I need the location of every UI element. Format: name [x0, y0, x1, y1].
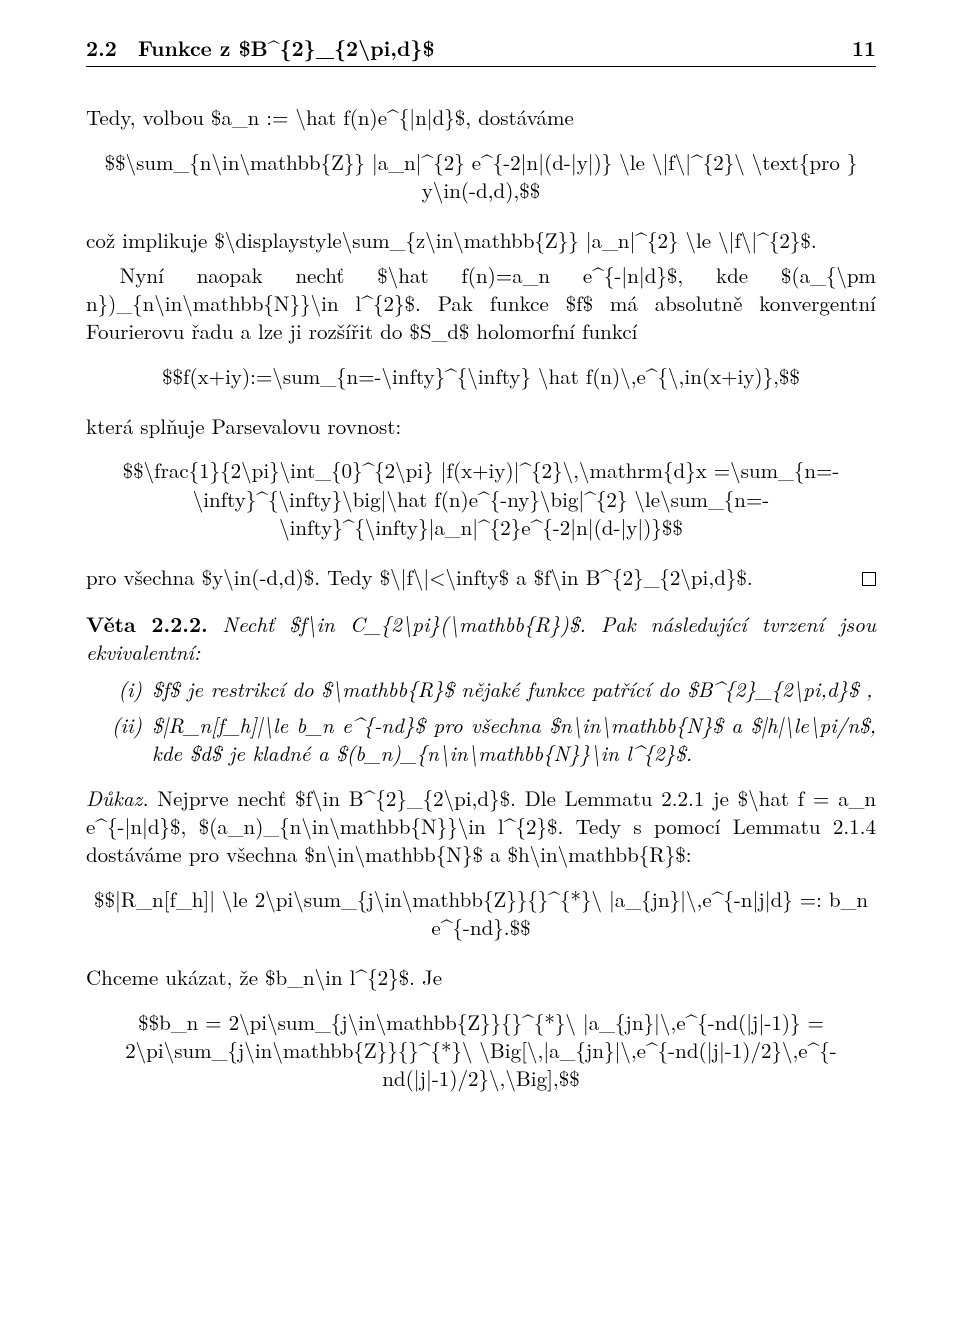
- theorem-222: Věta 2.2.2. Nechť $f\in C_{2\pi}(\mathbb…: [86, 610, 876, 667]
- item-marker-i: (i): [108, 675, 142, 703]
- item-marker-ii: (ii): [108, 711, 142, 768]
- display-2: $$f(x+iy):=\sum_{n=-\infty}^{\infty} \ha…: [86, 362, 876, 390]
- proof-para-1: Důkaz. Nejprve nechť $f\in B^{2}_{2\pi,d…: [86, 784, 876, 869]
- page: 2.2 Funkce z $B^{2}_{2\pi,d}$ 11 Tedy, v…: [0, 0, 960, 1322]
- running-head-left: 2.2 Funkce z $B^{2}_{2\pi,d}$: [86, 34, 435, 62]
- item-body-i: $f$ je restrikcí do $\mathbb{R}$ nějaké …: [152, 675, 876, 703]
- para-1: Tedy, volbou $a_n := \hat f(n)e^{|n|d}$,…: [86, 103, 876, 131]
- running-head: 2.2 Funkce z $B^{2}_{2\pi,d}$ 11: [86, 34, 876, 67]
- para-5-text: pro všechna $y\in(-d,d)$. Tedy $\|f\|<\i…: [86, 562, 753, 592]
- theorem-item-ii: (ii) $|R_n[f_h]|\le b_n e^{-nd}$ pro vše…: [108, 711, 876, 768]
- display-3: $$\frac{1}{2\pi}\int_{0}^{2\pi} |f(x+iy)…: [86, 456, 876, 541]
- display-4: $$|R_n[f_h]| \le 2\pi\sum_{j\in\mathbb{Z…: [86, 885, 876, 942]
- proof-para-2: Chceme ukázat, že $b_n\in l^{2}$. Je: [86, 963, 876, 991]
- para-2: což implikuje $\displaystyle\sum_{z\in\m…: [86, 226, 876, 254]
- running-head-right: 11: [852, 34, 876, 62]
- theorem-label: Věta 2.2.2.: [86, 609, 208, 639]
- para-3: Nyní naopak nechť $\hat f(n)=a_n e^{-|n|…: [86, 261, 876, 346]
- qed-box: [862, 563, 876, 591]
- theorem-item-i: (i) $f$ je restrikcí do $\mathbb{R}$ něj…: [108, 675, 876, 703]
- square-icon: [862, 572, 876, 586]
- para-5-qed: pro všechna $y\in(-d,d)$. Tedy $\|f\|<\i…: [86, 563, 876, 591]
- para-4: která splňuje Parsevalovu rovnost:: [86, 412, 876, 440]
- item-body-ii: $|R_n[f_h]|\le b_n e^{-nd}$ pro všechna …: [152, 711, 876, 768]
- display-1: $$\sum_{n\in\mathbb{Z}} |a_n|^{2} e^{-2|…: [86, 148, 876, 205]
- display-5: $$b_n = 2\pi\sum_{j\in\mathbb{Z}}{}^{*}\…: [86, 1008, 876, 1093]
